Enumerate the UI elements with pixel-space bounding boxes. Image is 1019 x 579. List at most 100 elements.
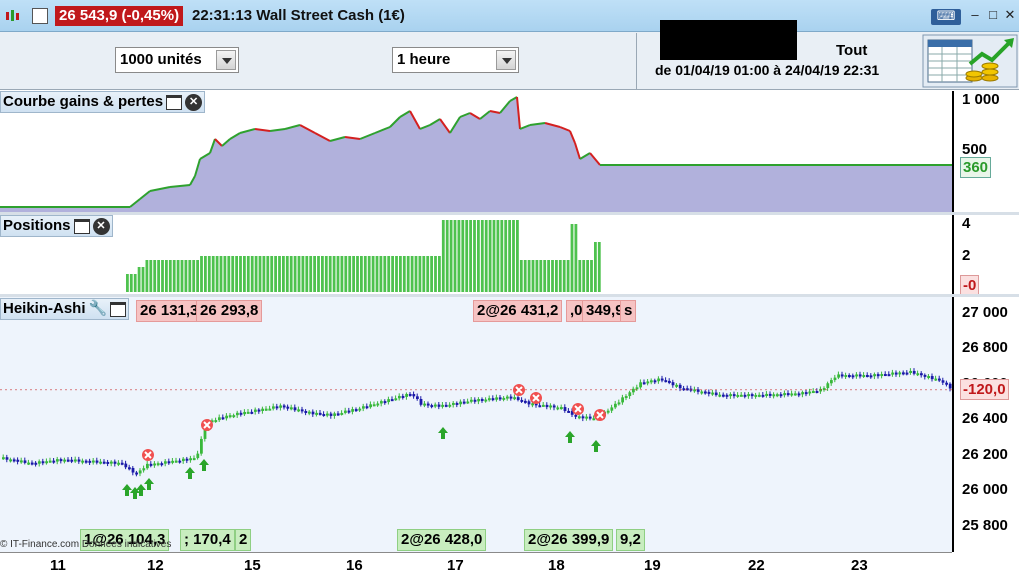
position-bar: [301, 256, 305, 292]
position-bar: [426, 256, 430, 292]
position-bar: [461, 220, 465, 292]
price-current-tag: -120,0: [960, 379, 1009, 400]
window-icon[interactable]: [166, 94, 183, 110]
sell-marker-icon: [530, 392, 542, 404]
candle-body: [462, 401, 466, 404]
close-icon[interactable]: ✕: [185, 93, 203, 111]
positions-panel-header: Positions ✕: [0, 215, 113, 237]
candle-body: [639, 382, 642, 388]
position-bar: [196, 260, 199, 292]
candle-body: [891, 372, 894, 375]
candle-body: [840, 374, 844, 377]
position-bar: [266, 256, 270, 292]
panel-divider[interactable]: [0, 294, 1019, 297]
candle-body: [286, 406, 290, 409]
buy-arrow-icon: [199, 459, 209, 471]
candle-body: [304, 411, 308, 414]
position-bar: [410, 256, 414, 292]
buy-arrow-shape: [438, 427, 448, 439]
position-bar: [356, 256, 359, 292]
candle-body: [502, 397, 506, 400]
window-icon[interactable]: [73, 218, 90, 234]
position-bar: [527, 260, 531, 292]
position-bar: [551, 260, 554, 292]
axis-label: 2: [962, 247, 971, 264]
wrench-icon[interactable]: 🔧: [88, 300, 108, 317]
pnl-line-segment: [509, 96, 518, 102]
candle-body: [448, 404, 452, 407]
candle-body: [236, 412, 239, 416]
position-bar: [200, 256, 203, 292]
quantity-select[interactable]: 1000 unités: [115, 47, 239, 73]
candle-body: [34, 462, 38, 465]
x-tick-label: 12: [147, 557, 164, 574]
candle-body: [329, 413, 333, 416]
candle-body: [153, 463, 156, 466]
candle-body: [614, 403, 617, 408]
candle-body: [336, 413, 340, 416]
candle-body: [416, 396, 419, 399]
candle-body: [833, 377, 837, 381]
candle-body: [848, 375, 851, 378]
pnl-current-tag: 360: [960, 157, 992, 178]
keyboard-icon[interactable]: ⌨: [931, 9, 961, 25]
position-bar: [523, 260, 527, 292]
heikin-ashi-chart: [0, 368, 952, 499]
candle-body: [52, 460, 56, 463]
position-bar: [558, 260, 562, 292]
chevron-down-icon[interactable]: [216, 50, 236, 70]
positions-panel: [0, 215, 952, 294]
candle-body: [628, 392, 632, 397]
candle-body: [941, 380, 945, 383]
pnl-line-segment: [559, 126, 571, 132]
candle-body: [729, 394, 732, 397]
candle-body: [797, 393, 801, 396]
pnl-line-segment: [389, 116, 401, 128]
trade-label: 2@26 428,0: [397, 529, 487, 551]
buy-arrow-shape: [565, 431, 575, 443]
candle-body: [23, 460, 27, 463]
candle-body: [434, 404, 437, 407]
x-tick-label: 11: [50, 557, 66, 574]
position-bar: [414, 256, 418, 292]
candle-body: [444, 404, 448, 407]
candle-body: [81, 460, 84, 463]
pnl-panel-title: Courbe gains & pertes: [3, 93, 164, 110]
interval-select[interactable]: 1 heure: [392, 47, 519, 73]
pnl-line-segment: [359, 132, 376, 140]
candle-body: [243, 411, 246, 415]
position-bar: [157, 260, 160, 292]
candle-body: [804, 392, 808, 395]
window-icon[interactable]: [110, 301, 127, 317]
position-bar: [321, 256, 324, 292]
positions-current-tag: -0: [960, 275, 980, 296]
candle-body: [426, 403, 430, 406]
candle-body: [365, 406, 369, 409]
candle-body: [815, 391, 819, 394]
position-bar: [387, 256, 391, 292]
sell-marker-cross: [596, 411, 604, 419]
pnl-line-segment: [499, 100, 511, 114]
position-bar: [504, 220, 508, 292]
window-menu-icon[interactable]: [32, 8, 48, 24]
minimize-button[interactable]: –: [971, 7, 979, 22]
candle-body: [477, 399, 480, 402]
candle-body: [581, 416, 585, 419]
x-tick-label: 15: [244, 557, 261, 574]
x-tick-label: 22: [748, 557, 765, 574]
position-bar: [422, 256, 426, 292]
candle-body: [218, 417, 221, 421]
trading-report-icon[interactable]: [922, 34, 1018, 88]
candle-body: [722, 394, 725, 397]
maximize-button[interactable]: □: [989, 7, 997, 22]
panel-divider[interactable]: [0, 212, 1019, 215]
chevron-down-icon[interactable]: [496, 50, 516, 70]
position-bar: [539, 260, 543, 292]
candlestick-chart-icon[interactable]: [4, 8, 20, 24]
close-button[interactable]: ✕: [1004, 7, 1016, 22]
candle-body: [858, 374, 862, 377]
close-icon[interactable]: ✕: [92, 217, 110, 235]
sell-marker-cross: [144, 451, 152, 459]
candle-body: [869, 375, 873, 378]
candle-body: [585, 416, 588, 419]
